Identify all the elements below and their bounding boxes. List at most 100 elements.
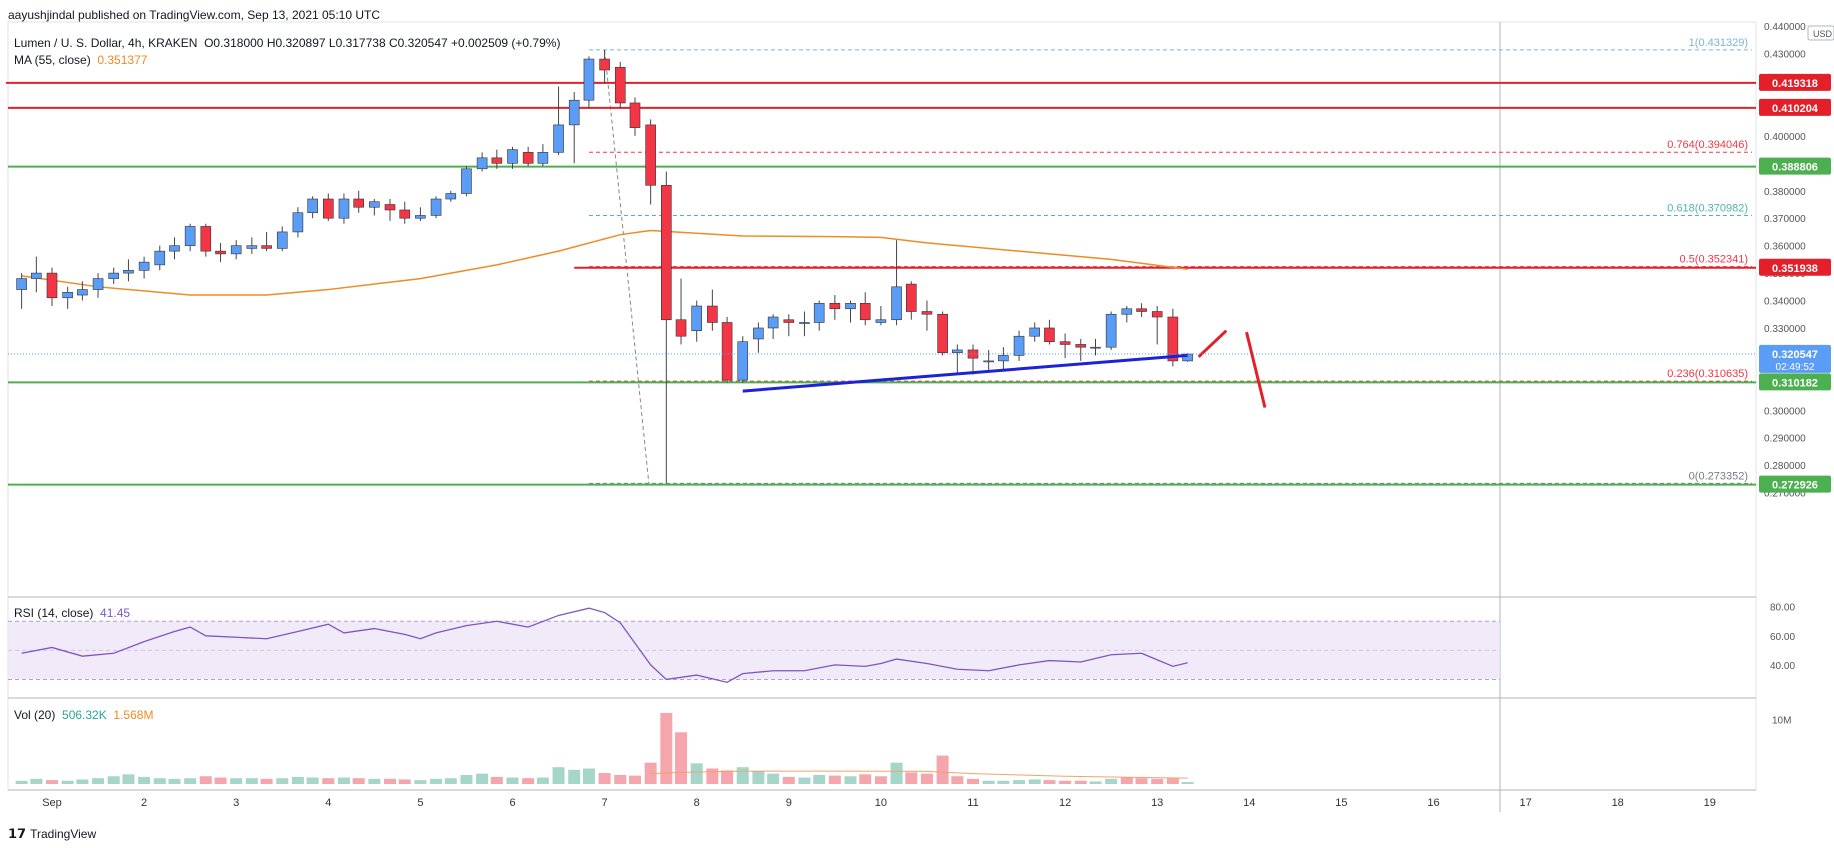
candle-body xyxy=(92,278,104,290)
volume-bar xyxy=(582,768,595,784)
fib-level-label: 1(0.431329) xyxy=(1689,37,1748,49)
volume-tick-label: 10M xyxy=(1772,715,1791,726)
volume-bar xyxy=(767,773,780,784)
last-price-tag xyxy=(1759,344,1831,373)
candle-body xyxy=(1059,341,1071,345)
level-price-label: 0.419318 xyxy=(1772,78,1818,90)
candle-body xyxy=(108,272,120,279)
support-trendline xyxy=(742,353,1188,393)
price-tick-label: 0.270000 xyxy=(1764,489,1806,500)
candle-body xyxy=(430,198,442,216)
candle-body xyxy=(1029,327,1041,337)
volume-bar xyxy=(536,777,549,784)
level-price-tag xyxy=(1759,157,1831,175)
volume-bar xyxy=(384,778,397,784)
volume-bar xyxy=(690,763,703,784)
level-price-label: 0.410204 xyxy=(1772,103,1819,115)
volume-bar xyxy=(982,780,995,784)
volume-bar xyxy=(660,712,673,784)
ma55-line xyxy=(21,229,1188,296)
time-tick-label: 19 xyxy=(1704,797,1716,809)
volume-bar xyxy=(352,778,365,784)
level-price-tag xyxy=(1759,73,1831,91)
volume-bar xyxy=(628,775,641,784)
volume-bar xyxy=(752,771,765,784)
time-tick-label: 10 xyxy=(875,797,887,809)
volume-bar xyxy=(30,778,43,784)
volume-bar xyxy=(1120,777,1133,784)
volume-bar xyxy=(398,779,411,784)
currency-box xyxy=(1807,25,1834,41)
candle-body xyxy=(1136,308,1147,312)
candle-body xyxy=(292,212,304,233)
volume-bar xyxy=(844,776,857,784)
candle-body xyxy=(1167,316,1179,362)
volume-bar xyxy=(490,776,503,784)
candle-body xyxy=(184,226,196,246)
volume-legend[interactable]: Vol (20) 506.32K 1.568M xyxy=(14,708,153,722)
candle-body xyxy=(62,292,73,299)
volume-bar xyxy=(153,778,166,784)
fib-level-label: 0.5(0.352341) xyxy=(1680,254,1749,266)
volume-bar xyxy=(813,774,826,784)
volume-bar xyxy=(337,777,350,784)
candle-body xyxy=(783,319,795,323)
volume-bar xyxy=(1013,780,1026,784)
candle-body xyxy=(983,360,994,363)
symbol-legend[interactable]: Lumen / U. S. Dollar, 4h, KRAKEN O0.3180… xyxy=(14,36,560,50)
price-tick-label: 0.300000 xyxy=(1764,406,1806,417)
candle-body xyxy=(921,311,933,315)
time-tick-label: 6 xyxy=(509,797,515,809)
time-tick-label: 3 xyxy=(233,797,239,809)
candle-body xyxy=(629,102,641,128)
candle-body xyxy=(353,198,364,208)
low-value: L0.317738 xyxy=(328,36,386,50)
candle-body xyxy=(507,149,518,164)
level-price-label: 0.351938 xyxy=(1772,263,1818,275)
rsi-line xyxy=(21,607,1188,684)
volume-bar xyxy=(1135,778,1148,784)
volume-bar xyxy=(905,772,918,784)
time-tick-label: 5 xyxy=(417,797,423,809)
volume-bar xyxy=(798,777,811,784)
candle-body xyxy=(553,124,564,153)
tradingview-logo-icon: 𝟭𝟳 xyxy=(8,826,27,841)
volume-bar xyxy=(1181,782,1194,784)
projection-down-stroke xyxy=(1245,331,1267,408)
candle-body xyxy=(675,319,687,337)
candle-body xyxy=(16,278,27,290)
volume-bar xyxy=(460,774,473,784)
candle-body xyxy=(461,168,472,194)
tradingview-footer[interactable]: 𝟭𝟳 TradingView xyxy=(8,826,96,842)
volume-bar xyxy=(107,776,120,784)
candle-body xyxy=(384,204,396,211)
projection-up-stroke xyxy=(1197,329,1228,358)
candle-body xyxy=(952,349,963,353)
candle-body xyxy=(645,124,656,186)
rsi-legend[interactable]: RSI (14, close) 41.45 xyxy=(14,606,130,620)
published-note: aayushjindal published on TradingView.co… xyxy=(8,8,381,22)
volume-ma-value: 1.568M xyxy=(113,708,154,722)
candle-body xyxy=(200,226,212,252)
tradingview-footer-text: TradingView xyxy=(30,827,97,841)
volume-bar xyxy=(368,778,381,784)
countdown-label: 02:49:52 xyxy=(1776,362,1815,373)
volume-bar xyxy=(951,776,964,784)
candle-body xyxy=(322,198,334,219)
candle-body xyxy=(1044,327,1055,342)
time-tick-label: 18 xyxy=(1612,797,1624,809)
volume-bar xyxy=(828,775,841,784)
ma-legend[interactable]: MA (55, close) 0.351377 xyxy=(14,53,147,67)
time-tick-label: Sep xyxy=(42,797,62,809)
candle-body xyxy=(476,157,488,170)
volume-bar xyxy=(291,776,304,784)
candle-body xyxy=(1105,313,1117,348)
candle-body xyxy=(721,322,733,381)
level-price-label: 0.388806 xyxy=(1772,162,1818,174)
time-tick-label: 2 xyxy=(141,797,147,809)
price-tick-label: 0.290000 xyxy=(1764,434,1806,445)
volume-bar xyxy=(1043,780,1056,784)
volume-bar xyxy=(997,780,1010,784)
time-tick-label: 13 xyxy=(1151,797,1163,809)
